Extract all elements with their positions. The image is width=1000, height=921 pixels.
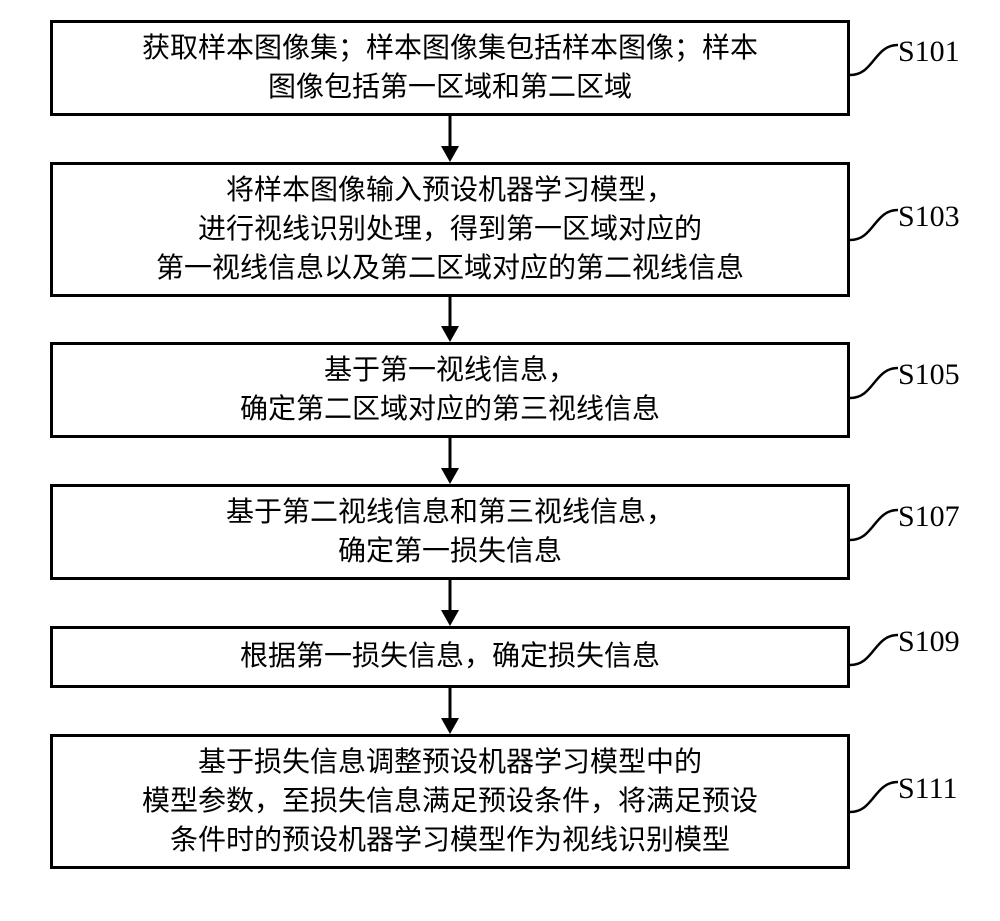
flow-arrow-4 — [0, 0, 1000, 921]
flowchart-canvas: 获取样本图像集；样本图像集包括样本图像；样本 图像包括第一区域和第二区域S101… — [0, 0, 1000, 921]
